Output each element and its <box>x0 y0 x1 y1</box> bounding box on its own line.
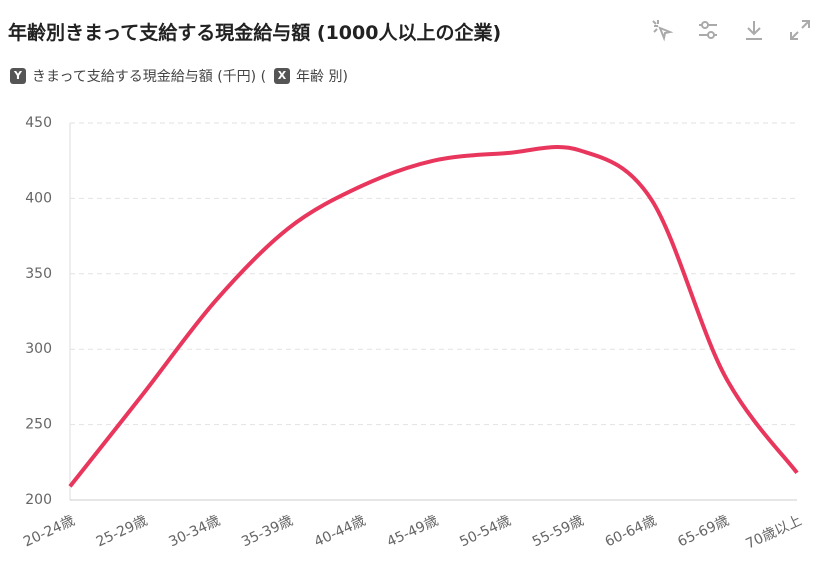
legend: Y きまって支給する現金給与額 (千円) ( X 年齢 別) <box>10 66 356 86</box>
download-icon[interactable] <box>742 18 766 42</box>
x-tick-label: 55-59歳 <box>530 513 586 551</box>
legend-key: X <box>274 68 291 84</box>
y-tick-label: 200 <box>25 492 52 508</box>
x-tick-label: 50-54歳 <box>457 513 513 551</box>
x-tick-label: 65-69歳 <box>675 513 731 551</box>
x-tick-label: 25-29歳 <box>94 513 150 551</box>
y-tick-label: 250 <box>25 417 52 433</box>
toolbar <box>650 18 812 42</box>
expand-icon[interactable] <box>788 18 812 42</box>
legend-key: Y <box>10 68 26 84</box>
chart-title: 年齢別きまって支給する現金給与額 (1000人以上の企業) <box>8 22 502 44</box>
y-tick-label: 400 <box>25 190 52 206</box>
select-icon[interactable] <box>650 18 674 42</box>
legend-item: Y きまって支給する現金給与額 (千円) ( <box>10 66 266 86</box>
x-tick-label: 70歳以上 <box>743 513 804 553</box>
x-tick-label: 35-39歳 <box>239 513 295 551</box>
x-tick-label: 30-34歳 <box>166 513 222 551</box>
x-tick-label: 60-64歳 <box>603 513 659 551</box>
legend-label: きまって支給する現金給与額 (千円) ( <box>32 69 267 85</box>
x-tick-label: 20-24歳 <box>21 513 77 551</box>
settings-icon[interactable] <box>696 18 720 42</box>
line <box>68 145 799 488</box>
legend-item: X 年齢 別) <box>274 66 348 86</box>
legend-label: 年齢 別) <box>296 69 348 85</box>
x-tick-label: 45-49歳 <box>385 513 441 551</box>
x-tick-label: 40-44歳 <box>312 513 368 551</box>
y-tick-label: 350 <box>25 266 52 282</box>
y-tick-label: 450 <box>25 115 52 131</box>
y-tick-label: 300 <box>25 341 52 357</box>
